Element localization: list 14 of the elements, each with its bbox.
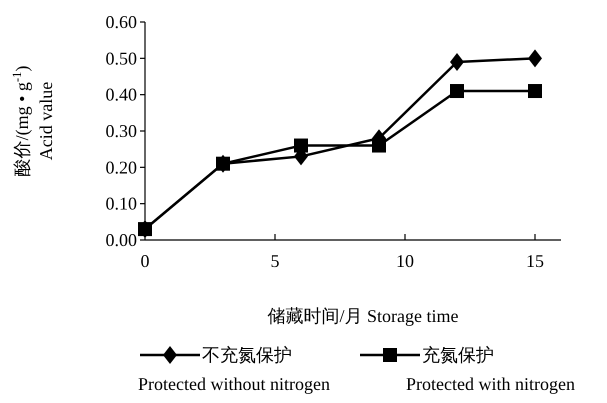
y-tick-label: 0.30 <box>106 121 137 141</box>
y-tick-label: 0.10 <box>106 194 137 214</box>
legend-label: 充氮保护 Protected with nitrogen <box>406 345 575 394</box>
y-tick-label: 0.20 <box>106 157 137 178</box>
y-tick-label: 0.40 <box>106 84 137 105</box>
y-tick-label: 0.60 <box>106 12 137 32</box>
x-tick-label: 0 <box>140 251 150 271</box>
x-tick-label: 10 <box>396 251 414 271</box>
legend-label: 不充氮保护 Protected without nitrogen <box>138 345 330 394</box>
x-tick-label: 15 <box>526 251 544 271</box>
y-tick-label: 0.00 <box>106 230 137 250</box>
y-tick-label: 0.50 <box>106 48 137 68</box>
x-axis-title: 储藏时间/月 Storage time <box>268 306 458 326</box>
x-tick-label: 5 <box>270 251 280 271</box>
